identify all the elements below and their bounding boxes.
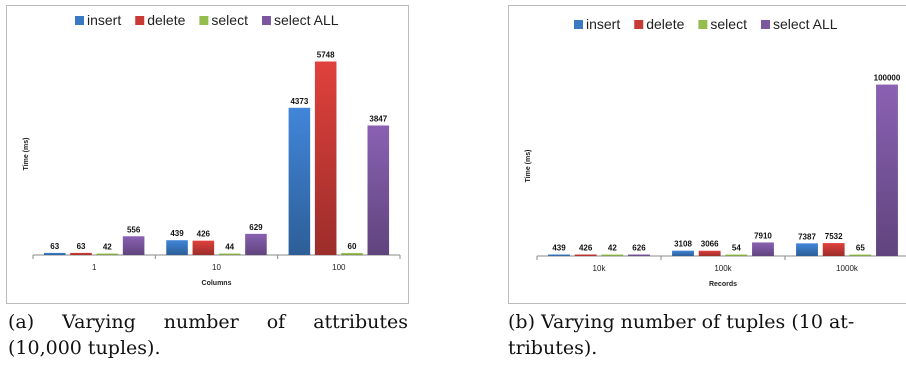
y-axis-title: Time (ms) — [23, 138, 30, 171]
data-label: 439 — [552, 244, 566, 253]
caption-b-line2: tributes). — [508, 337, 598, 359]
legend-swatch — [135, 16, 145, 25]
data-label: 426 — [579, 244, 593, 253]
bar-select-all — [752, 242, 774, 256]
bar-delete — [574, 254, 597, 256]
bar-select — [849, 254, 872, 256]
x-axis-title: Records — [709, 281, 737, 288]
legend-swatch — [574, 20, 583, 29]
data-label: 629 — [249, 223, 263, 232]
x-axis-title: Columns — [202, 280, 232, 287]
x-tick-label: 100 — [332, 263, 346, 272]
caption-a-line1: (a) Varying number of attributes — [8, 311, 408, 333]
bar-insert — [43, 252, 66, 255]
chart-panel-tuples: insert delete select select ALL 10k 439 426 42 6… — [508, 5, 906, 304]
data-label: 3847 — [369, 114, 387, 123]
data-label: 3108 — [674, 240, 692, 249]
legend-swatch — [698, 20, 708, 29]
legend-swatch — [199, 16, 209, 25]
bar-delete — [314, 61, 337, 255]
legend-swatch — [760, 20, 770, 29]
data-label: 3066 — [701, 240, 719, 249]
bar-insert — [796, 243, 818, 256]
bar-insert — [288, 107, 311, 255]
data-label: 63 — [50, 242, 59, 251]
data-label: 63 — [77, 242, 86, 251]
bar-select — [218, 253, 241, 255]
data-label: 626 — [632, 244, 646, 253]
chart-panel-attributes: insert delete select select ALL 1 63 63 42 556 10… — [6, 5, 409, 304]
x-tick-label: 1000k — [836, 264, 859, 273]
legend-label: insert — [586, 16, 620, 32]
bar-select — [96, 253, 119, 255]
data-label: 439 — [170, 229, 184, 238]
bar-select-all — [876, 84, 898, 256]
chart-tuples: insert delete select select ALL 10k 439 426 42 6… — [525, 16, 906, 288]
data-label: 65 — [856, 244, 865, 253]
x-tick-label: 100k — [714, 264, 732, 273]
legend-label: select — [211, 12, 248, 28]
caption-a: (a) Varying number of attributes (10,000… — [8, 309, 408, 361]
chart-attributes: insert delete select select ALL 1 63 63 42 556 10… — [23, 12, 401, 287]
legend-label: select ALL — [773, 16, 838, 32]
caption-a-line2: (10,000 tuples). — [8, 337, 161, 359]
x-tick-label: 10 — [212, 263, 221, 272]
data-label: 100000 — [874, 74, 901, 83]
bar-select-all — [122, 236, 145, 255]
bar-delete — [698, 250, 721, 256]
bar-insert — [672, 250, 694, 256]
legend-swatch — [261, 16, 271, 25]
data-label: 556 — [127, 225, 141, 234]
y-axis-title: Time (ms) — [525, 150, 532, 183]
x-tick-label: 1 — [92, 263, 97, 272]
data-label: 54 — [732, 244, 741, 253]
caption-b: (b) Varying number of tuples (10 at- tri… — [508, 309, 906, 361]
legend-swatch — [75, 16, 84, 25]
x-tick-label: 10k — [593, 264, 607, 273]
legend-label: delete — [646, 16, 684, 32]
legend-label: delete — [147, 12, 185, 28]
bar-select — [341, 252, 363, 255]
legend-swatch — [634, 20, 644, 29]
legend-label: insert — [87, 12, 121, 28]
data-label: 426 — [197, 230, 211, 239]
bar-select-all — [367, 125, 390, 255]
bar-delete — [822, 243, 845, 256]
bar-select — [725, 254, 748, 256]
bar-insert — [548, 254, 570, 256]
data-label: 44 — [225, 243, 234, 252]
data-label: 5748 — [317, 50, 335, 59]
legend-label: select ALL — [274, 12, 339, 28]
data-label: 4373 — [290, 97, 308, 106]
bar-delete — [192, 240, 215, 255]
data-label: 60 — [348, 242, 357, 251]
data-label: 42 — [608, 244, 617, 253]
legend-label: select — [710, 16, 747, 32]
bar-select — [601, 254, 624, 256]
data-label: 7532 — [825, 232, 843, 241]
caption-b-line1: (b) Varying number of tuples (10 at- — [508, 311, 855, 333]
data-label: 42 — [103, 243, 112, 252]
bar-select-all — [245, 233, 267, 255]
bar-select-all — [628, 254, 650, 256]
data-label: 7387 — [798, 232, 816, 241]
data-label: 7910 — [754, 231, 772, 240]
bar-insert — [166, 240, 188, 255]
bar-delete — [70, 252, 92, 255]
